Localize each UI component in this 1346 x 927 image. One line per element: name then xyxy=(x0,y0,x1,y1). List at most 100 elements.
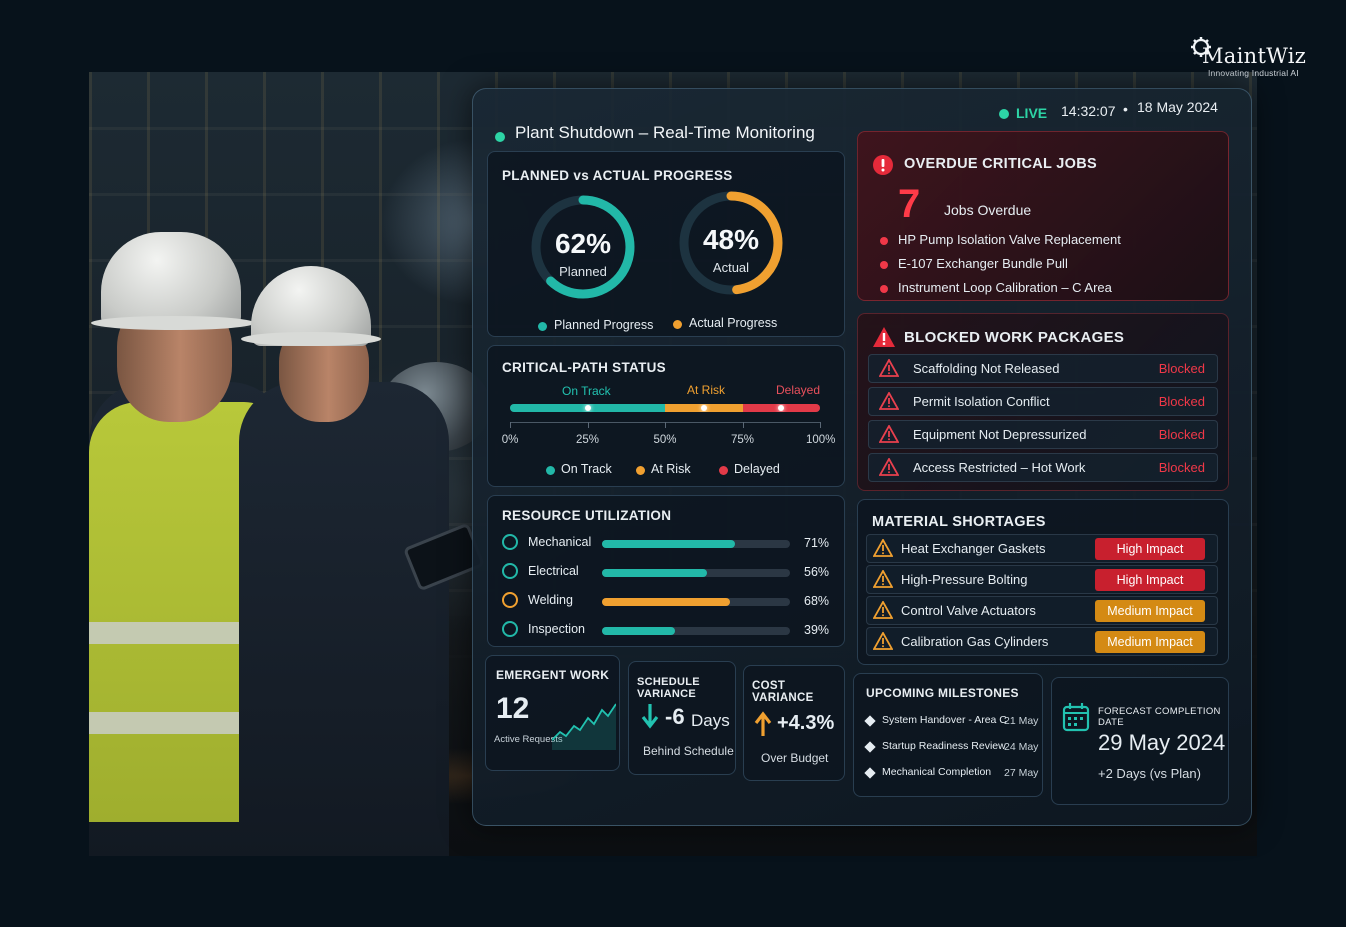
schedule-label: Behind Schedule xyxy=(643,744,734,758)
resource-utilization-card: RESOURCE UTILIZATION Mechanical 71% Electr… xyxy=(487,495,845,647)
axis-tick xyxy=(510,422,511,428)
resource-value: 68% xyxy=(804,594,830,608)
blocked-item-name: Scaffolding Not Released xyxy=(913,361,1060,376)
impact-badge: High Impact xyxy=(1095,569,1205,591)
resource-bar-fill xyxy=(602,540,735,548)
overdue-job[interactable]: HP Pump Isolation Valve Replacement xyxy=(898,232,1121,247)
material-row[interactable]: Control Valve Actuators Medium Impact xyxy=(866,596,1218,625)
axis-tick-label: 25% xyxy=(575,434,600,446)
resource-name: Electrical xyxy=(528,564,579,578)
warning-icon xyxy=(872,631,894,650)
blocked-packages-card: BLOCKED WORK PACKAGES Scaffolding Not Re… xyxy=(857,313,1229,491)
milestone-name: Startup Readiness Review xyxy=(882,740,1006,752)
resource-bar-track xyxy=(602,540,790,548)
milestones-title: UPCOMING MILESTONES xyxy=(866,686,1019,700)
material-row[interactable]: Calibration Gas Cylinders Medium Impact xyxy=(866,627,1218,656)
material-row[interactable]: High-Pressure Bolting High Impact xyxy=(866,565,1218,594)
axis-tick xyxy=(587,422,589,428)
milestones-card: UPCOMING MILESTONES System Handover - Ar… xyxy=(853,673,1043,797)
blocked-row[interactable]: Scaffolding Not Released Blocked xyxy=(868,354,1218,383)
schedule-title: SCHEDULE VARIANCE xyxy=(637,676,700,700)
overdue-job[interactable]: E-107 Exchanger Bundle Pull xyxy=(898,256,1068,271)
actual-legend: Actual Progress xyxy=(689,316,778,330)
segment-label-at-risk: At Risk xyxy=(687,383,726,397)
warning-icon xyxy=(872,569,894,588)
trend-sparkline xyxy=(552,703,616,750)
forecast-title: FORECAST COMPLETION DATE xyxy=(1098,706,1221,728)
material-name: Heat Exchanger Gaskets xyxy=(901,541,1046,556)
material-name: Control Valve Actuators xyxy=(901,603,1036,618)
schedule-unit: Days xyxy=(691,711,730,730)
segment-label-delayed: Delayed xyxy=(776,383,821,397)
blocked-item-name: Permit Isolation Conflict xyxy=(913,394,1050,409)
delayed-legend-dot xyxy=(719,466,728,475)
material-shortages-card: MATERIAL SHORTAGES Heat Exchanger Gasket… xyxy=(857,499,1229,665)
actual-label: Actual xyxy=(712,260,750,275)
overdue-job[interactable]: Instrument Loop Calibration – C Area xyxy=(898,280,1112,295)
status-dot-icon xyxy=(495,132,505,142)
planned-ring xyxy=(531,195,635,299)
resource-bar-fill xyxy=(602,627,675,635)
blocked-status: Blocked xyxy=(1158,361,1205,376)
resource-value: 39% xyxy=(804,623,830,637)
planned-legend: Planned Progress xyxy=(554,318,654,332)
bullet-dot xyxy=(880,285,888,293)
clock-icon xyxy=(502,621,518,637)
blocked-title: BLOCKED WORK PACKAGES xyxy=(904,329,1125,346)
blocked-row[interactable]: Equipment Not Depressurized Blocked xyxy=(868,420,1218,449)
live-indicator: LIVE xyxy=(1016,105,1048,121)
blocked-row[interactable]: Permit Isolation Conflict Blocked xyxy=(868,387,1218,416)
cost-label: Over Budget xyxy=(761,751,829,765)
forecast-date: 29 May 2024 xyxy=(1098,730,1226,755)
legend-delayed: Delayed xyxy=(734,462,780,476)
resource-value: 71% xyxy=(804,536,830,550)
blocked-row[interactable]: Access Restricted – Hot Work Blocked xyxy=(868,453,1218,482)
milestone-date: 24 May xyxy=(1004,741,1039,753)
axis-tick-label: 0% xyxy=(501,434,519,446)
forecast-card: FORECAST COMPLETION DATE 29 May 2024 +2 … xyxy=(1051,677,1229,805)
axis-tick-label: 75% xyxy=(730,434,755,446)
location-pin-icon xyxy=(502,592,518,608)
blocked-item-name: Access Restricted – Hot Work xyxy=(913,460,1086,475)
actual-ring xyxy=(679,191,783,295)
emergent-work-card: EMERGENT WORK 12 Active Requests xyxy=(485,655,620,771)
resource-value: 56% xyxy=(804,565,830,579)
resource-bar-fill xyxy=(602,598,730,606)
material-row[interactable]: Heat Exchanger Gaskets High Impact xyxy=(866,534,1218,563)
materials-title: MATERIAL SHORTAGES xyxy=(872,514,1046,530)
at-risk-legend-dot xyxy=(636,466,645,475)
impact-badge: Medium Impact xyxy=(1095,600,1205,622)
overdue-count-label: Jobs Overdue xyxy=(944,202,1032,218)
resource-name: Mechanical xyxy=(528,535,592,549)
emergent-label: Active Requests xyxy=(494,734,563,745)
axis-tick-label: 50% xyxy=(653,434,677,446)
actual-value: 48% xyxy=(702,224,760,255)
material-name: High-Pressure Bolting xyxy=(901,572,1028,587)
critical-path-bar xyxy=(510,404,820,412)
warning-icon xyxy=(872,538,894,557)
blocked-status: Blocked xyxy=(1158,460,1205,475)
impact-badge: Medium Impact xyxy=(1095,631,1205,653)
warning-triangle-icon xyxy=(873,327,895,347)
material-name: Calibration Gas Cylinders xyxy=(901,634,1049,649)
cost-title: COST VARIANCE xyxy=(752,680,814,704)
alert-circle-icon xyxy=(873,155,893,175)
milestone-name: System Handover - Area C xyxy=(882,714,1007,726)
cost-value: +4.3% xyxy=(777,712,835,734)
gear-icon xyxy=(502,534,518,550)
schedule-value: -6 xyxy=(665,704,685,729)
overdue-count: 7 xyxy=(898,182,921,226)
forecast-delta: +2 Days (vs Plan) xyxy=(1098,766,1201,781)
legend-at-risk: At Risk xyxy=(651,462,691,476)
schedule-variance-card: SCHEDULE VARIANCE -6 Days Behind Schedul… xyxy=(628,661,736,775)
emergent-title: EMERGENT WORK xyxy=(496,668,610,682)
planned-legend-dot xyxy=(538,322,547,331)
warning-icon xyxy=(878,391,900,410)
blocked-status: Blocked xyxy=(1158,427,1205,442)
planned-label: Planned xyxy=(559,264,607,279)
actual-legend-dot xyxy=(673,320,682,329)
axis-tick xyxy=(742,422,744,428)
cost-variance-card: COST VARIANCE +4.3% Over Budget xyxy=(743,665,845,781)
milestone-date: 21 May xyxy=(1004,715,1039,727)
